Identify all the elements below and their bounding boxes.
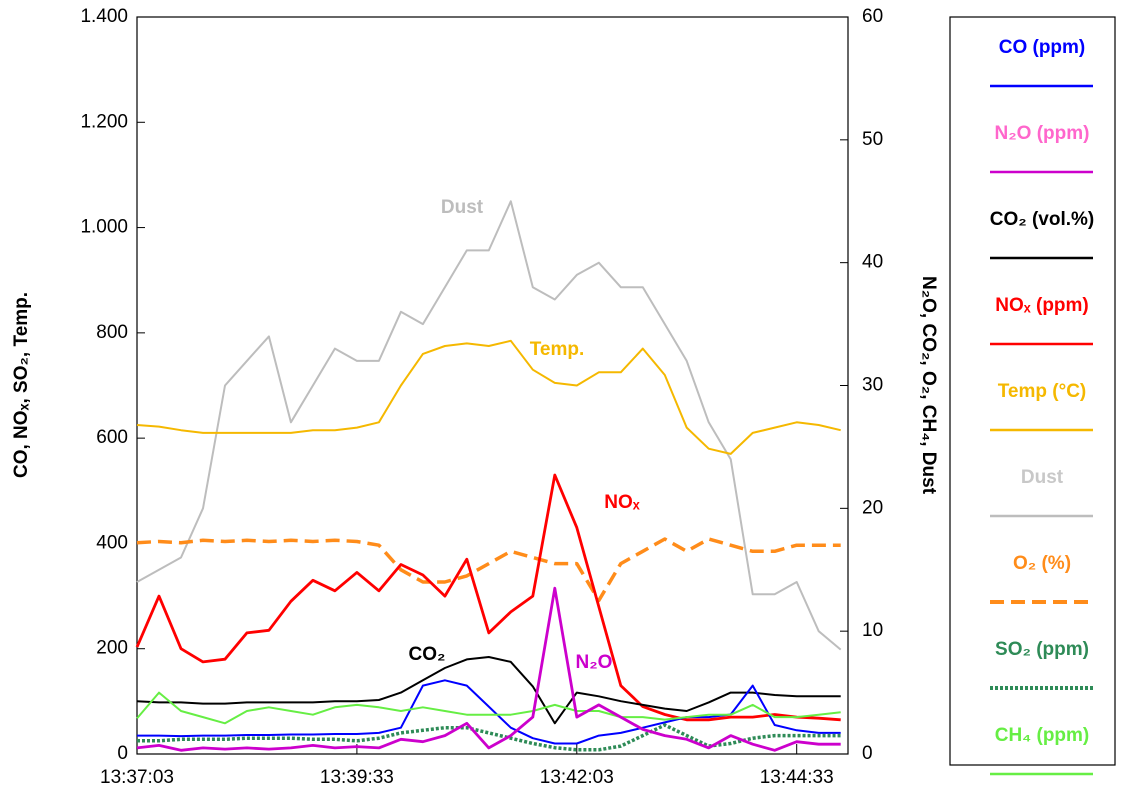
x-tick-label: 13:44:33 [760, 767, 834, 788]
y-tick-label: 400 [96, 532, 128, 553]
y2-tick-label: 50 [862, 129, 883, 150]
y-tick-label: 1.400 [80, 6, 128, 27]
y-tick-label: 800 [96, 322, 128, 343]
x-tick-label: 13:39:33 [320, 767, 394, 788]
y-tick-label: 1.000 [80, 217, 128, 238]
legend-box [949, 16, 1116, 766]
legend-label: CO (ppm) [999, 37, 1086, 58]
annotation: Dust [441, 197, 484, 218]
series-line [135, 473, 841, 722]
y-tick-label: 200 [96, 638, 128, 659]
y2-tick-label: 40 [862, 252, 883, 273]
legend-label: Dust [1021, 467, 1064, 488]
y2-tick-label: 0 [862, 743, 873, 764]
series-line [136, 656, 841, 725]
series-line [137, 723, 841, 752]
y-tick-label: 1.200 [80, 111, 128, 132]
series-line [136, 200, 842, 651]
annotation: NOₓ [604, 492, 640, 513]
y-tick-label: 0 [117, 743, 128, 764]
annotation: Temp. [530, 339, 585, 360]
y2-axis-title: N₂O, CO₂, O₂, CH₄, Dust [918, 276, 939, 495]
plot-frame [136, 16, 849, 755]
y-axis-title: CO, NOₓ, SO₂, Temp. [11, 292, 32, 478]
y2-tick-label: 20 [862, 497, 883, 518]
legend-label: N₂O (ppm) [995, 123, 1090, 144]
legend-label: O₂ (%) [1013, 553, 1071, 574]
series-line [136, 537, 841, 603]
legend-label: Temp (°C) [998, 381, 1087, 402]
series-line [136, 339, 841, 455]
legend-label: CH₄ (ppm) [995, 725, 1090, 746]
y2-tick-label: 10 [862, 620, 883, 641]
x-tick-label: 13:37:03 [100, 767, 174, 788]
legend-label: SO₂ (ppm) [995, 639, 1089, 660]
series-line [136, 691, 841, 725]
legend-label: CO₂ (vol.%) [990, 209, 1095, 230]
legend-label: NOₓ (ppm) [995, 295, 1089, 316]
annotation: CO₂ [409, 644, 446, 665]
annotation: N₂O [576, 652, 613, 673]
x-tick-label: 13:42:03 [540, 767, 614, 788]
y2-tick-label: 60 [862, 6, 883, 27]
series-line [136, 586, 841, 752]
y-tick-label: 600 [96, 427, 128, 448]
y2-tick-label: 30 [862, 375, 883, 396]
